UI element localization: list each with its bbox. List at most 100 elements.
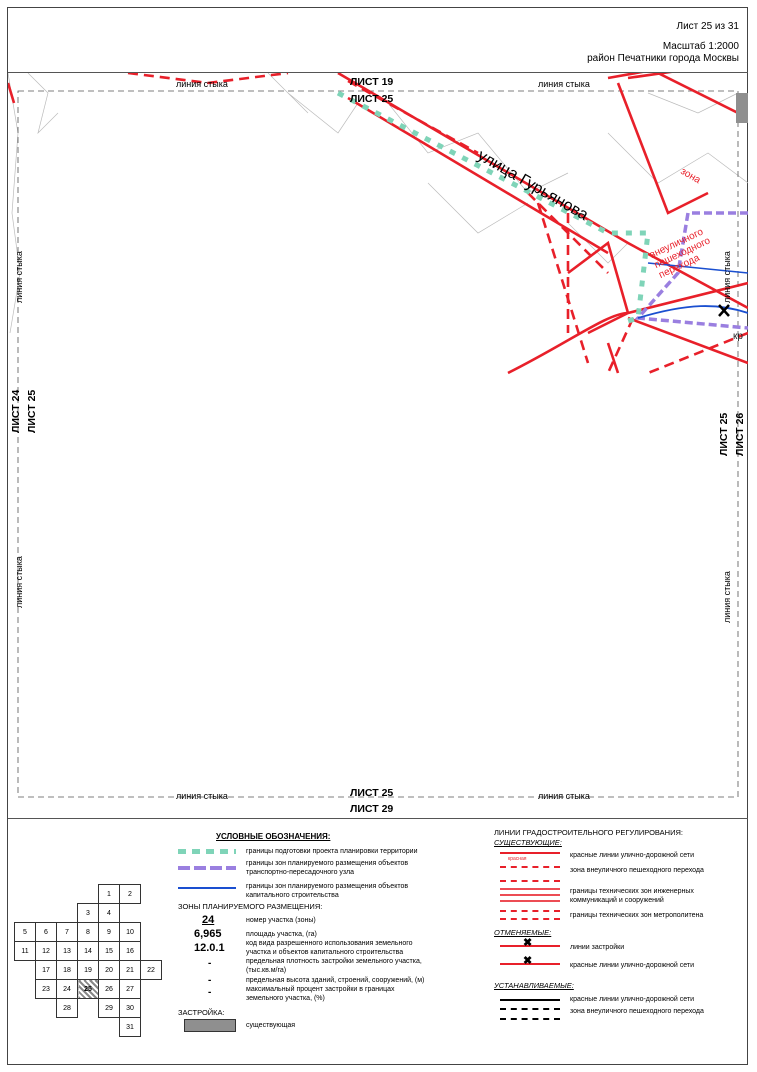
key-map-cell: 14 [77, 941, 99, 961]
key-map-cell: 20 [98, 960, 120, 980]
key-map-cell: 9 [98, 922, 120, 942]
zone-value-density: - [208, 958, 212, 969]
existing-item-red-lines: красные линии улично-дорожной сети [570, 852, 695, 859]
key-map-cell: 26 [98, 979, 120, 999]
key-map-empty [15, 904, 36, 923]
key-map-cell: 30 [119, 998, 141, 1018]
sheet-number: Лист 25 из 31 [676, 21, 739, 32]
zone-value-percent: - [208, 987, 212, 998]
key-map-empty [36, 1018, 57, 1037]
zone-desc-code: код вида разрешенного использования земе… [246, 940, 413, 956]
kr-label: кр [733, 331, 743, 342]
key-map-empty [141, 904, 162, 923]
key-map-cell: 31 [119, 1017, 141, 1037]
basemap-lines [8, 73, 748, 334]
legend-item-transport-hub: границы зон планируемого размещения объе… [246, 860, 409, 876]
key-map-empty [15, 980, 36, 999]
sheet-label-left-24: ЛИСТ 24 [10, 389, 22, 433]
establish-item-crossing: зона внеуличного пешеходного перехода [570, 1008, 704, 1015]
key-map-cell: 19 [77, 960, 99, 980]
sheet-label-bottom-29: ЛИСТ 29 [350, 803, 394, 815]
key-map-cell: 17 [35, 960, 57, 980]
legend-item-capital-construction: границы зон планируемого размещения объе… [246, 883, 409, 899]
key-map-empty [15, 1018, 36, 1037]
key-map-cell: 27 [119, 979, 141, 999]
zone-desc-density: предельная плотность застройки земельног… [246, 958, 422, 974]
legend-title: УСЛОВНЫЕ ОБОЗНАЧЕНИЯ: [216, 832, 331, 841]
key-map-cell: 24 [56, 979, 78, 999]
key-map-cell: 4 [98, 903, 120, 923]
key-map-cell: 13 [56, 941, 78, 961]
cancel-zastr-line-swatch [500, 945, 560, 947]
existing-item-tech-zones: границы технических зон инженерных комму… [570, 888, 694, 904]
existing-item-crossing: зона внеуличного пешеходного перехода [570, 867, 704, 874]
key-map-cell: 18 [56, 960, 78, 980]
zones-title: ЗОНЫ ПЛАНИРУЕМОГО РАЗМЕЩЕНИЯ: [178, 902, 323, 911]
zone-value-code: 12.0.1 [194, 942, 225, 954]
establish-red-line-swatch [500, 999, 560, 1001]
key-map-cell: 2 [119, 884, 141, 904]
key-map-cell: 3 [77, 903, 99, 923]
red-dashed-lines [127, 73, 748, 375]
joint-label-top-left: линия стыка [176, 79, 228, 89]
key-map-cell: 11 [14, 941, 36, 961]
key-map-cell: 23 [35, 979, 57, 999]
existing-crossing-swatch [500, 866, 560, 882]
joint-label-left-bottom: линия стыка [14, 556, 24, 608]
red-lines [8, 73, 748, 375]
key-map-empty [57, 1018, 78, 1037]
establish-crossing-swatch [500, 1008, 560, 1020]
key-map-cell: 22 [140, 960, 162, 980]
key-map-cell: 6 [35, 922, 57, 942]
cancel-title: ОТМЕНЯЕМЫЕ: [494, 928, 552, 937]
key-map-cell: 5 [14, 922, 36, 942]
key-map-empty [141, 923, 162, 942]
sheet-label-bottom-25: ЛИСТ 25 [350, 787, 394, 799]
sheet-label-right-26: ЛИСТ 26 [734, 412, 746, 456]
zone-value-height: - [208, 975, 212, 986]
key-map-cell: 8 [77, 922, 99, 942]
key-map-cell: 16 [119, 941, 141, 961]
map-scale: Масштаб 1:2000 [662, 41, 739, 52]
key-map-cell: 15 [98, 941, 120, 961]
key-map-cell: 25 [77, 979, 99, 999]
key-map-empty [15, 885, 36, 904]
sheet-frame [7, 7, 748, 1065]
existing-building [736, 93, 748, 123]
key-map-empty [99, 1018, 120, 1037]
existing-metro-zone-swatch [500, 910, 560, 920]
zone-desc-area: площадь участка, (га) [246, 931, 317, 938]
establish-title: УСТАНАВЛИВАЕМЫЕ: [494, 981, 574, 990]
key-map-empty [78, 885, 99, 904]
key-map-empty [78, 999, 99, 1018]
sheet-label-left-25: ЛИСТ 25 [26, 389, 38, 433]
cancel-item-zastr: линии застройки [570, 944, 625, 951]
existing-building-swatch [184, 1019, 236, 1032]
capital-zone-line-1 [647, 262, 748, 274]
existing-tech-zone-swatch [500, 886, 560, 906]
key-map-empty [78, 1018, 99, 1037]
key-map-empty [15, 961, 36, 980]
joint-label-top-right: линия стыка [538, 79, 590, 89]
transport-hub-boundary [634, 211, 748, 330]
key-map-empty [141, 980, 162, 999]
sheet-boundary [17, 90, 739, 798]
map-area: улица Гурьянова зона внеуличного пешеход… [8, 72, 748, 819]
district-name: район Печатники города Москвы [587, 53, 739, 64]
cancel-item-red-lines: красные линии улично-дорожной сети [570, 962, 695, 969]
key-map-empty [57, 885, 78, 904]
project-boundary [336, 90, 651, 324]
key-map-empty [57, 904, 78, 923]
key-map-empty [141, 885, 162, 904]
joint-label-bottom-left: линия стыка [176, 791, 228, 801]
buildings-title: ЗАСТРОЙКА: [178, 1008, 225, 1017]
project-boundary-swatch [178, 849, 236, 854]
key-map-empty [141, 999, 162, 1018]
key-map-empty [141, 942, 162, 961]
existing-red-line-swatch [500, 852, 560, 854]
key-map-cell: 7 [56, 922, 78, 942]
legend-item-project-boundary: границы подготовки проекта планировки те… [246, 848, 418, 855]
key-map-empty [36, 885, 57, 904]
joint-label-left-top: линия стыка [14, 251, 24, 303]
key-map-cell: 21 [119, 960, 141, 980]
